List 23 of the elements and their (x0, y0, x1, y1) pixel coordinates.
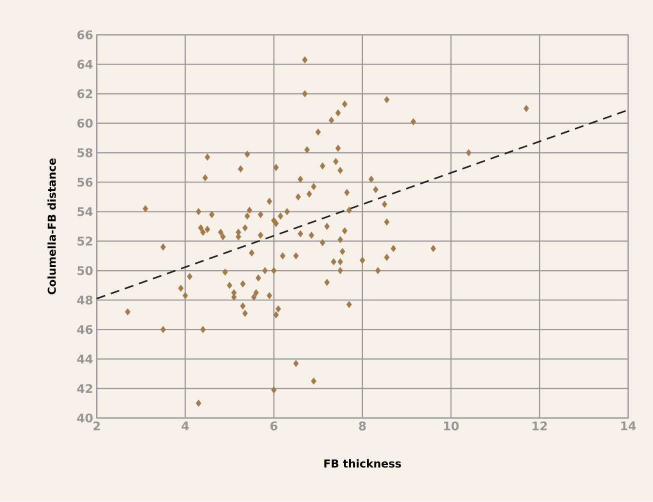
y-tick-label: 66 (77, 30, 93, 40)
y-tick-label: 56 (78, 178, 93, 187)
y-tick-label: 44 (77, 354, 93, 364)
y-tick-label: 60 (77, 118, 93, 128)
x-tick-label: 6 (270, 422, 278, 431)
y-tick-label: 64 (77, 60, 93, 70)
x-tick-label: 10 (444, 422, 459, 431)
y-tick-label: 42 (77, 384, 92, 394)
x-axis-title: FB thickness (324, 459, 401, 468)
x-tick-label: 14 (621, 422, 636, 430)
x-tick-label: 12 (532, 422, 547, 431)
y-tick-label: 48 (77, 296, 92, 305)
y-axis-title: Columella-FB distance (47, 158, 56, 295)
y-tick-label: 46 (77, 325, 93, 334)
x-tick-label: 4 (182, 422, 189, 430)
y-tick-label: 40 (77, 414, 93, 423)
y-tick-label: 58 (78, 148, 92, 158)
x-tick-label: 8 (359, 422, 366, 431)
y-tick-label: 50 (78, 266, 93, 276)
y-tick-label: 54 (78, 207, 93, 216)
y-tick-label: 62 (77, 89, 92, 98)
y-tick-label: 52 (78, 236, 92, 246)
x-tick-label: 2 (94, 422, 100, 431)
